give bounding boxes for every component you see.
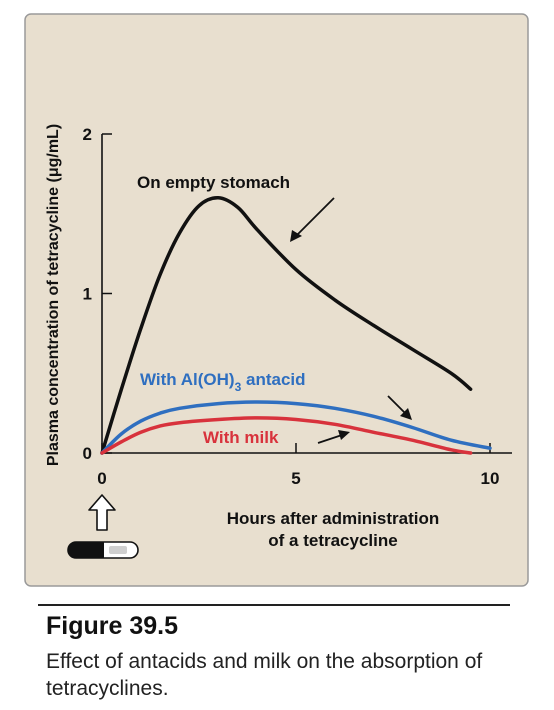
up-arrow-icon xyxy=(88,494,116,531)
figure-caption: Effect of antacids and milk on the absor… xyxy=(46,650,483,700)
antacid-label-prefix: With Al(OH) xyxy=(140,370,235,389)
arrow-milk-icon xyxy=(317,430,350,444)
annotation-empty-stomach: On empty stomach xyxy=(137,173,290,192)
antacid-label-suffix: antacid xyxy=(241,370,305,389)
capsule-icon xyxy=(67,541,139,559)
caption-divider xyxy=(38,604,510,606)
x-axis-label-line1: Hours after administration xyxy=(227,509,440,528)
series-line-milk xyxy=(100,416,473,455)
y-tick-label: 2 xyxy=(83,125,92,144)
chart-panel xyxy=(24,13,529,587)
annotation-milk: With milk xyxy=(203,428,279,447)
x-tick-label: 5 xyxy=(291,469,300,488)
y-axis-label: Plasma concentration of tetracycline (μg… xyxy=(45,124,62,466)
figure-title: Figure 39.5 xyxy=(46,612,178,640)
x-tick-label: 10 xyxy=(481,469,500,488)
series-lines xyxy=(100,196,492,455)
arrow-antacid-icon xyxy=(387,395,412,420)
y-tick-label: 0 xyxy=(83,444,92,463)
annotation-antacid: With Al(OH)3 antacid xyxy=(140,370,306,394)
chart-figure: 0 1 2 0 5 10 Plasma concentration of tetracy… xyxy=(24,13,529,587)
x-ticks: 0 5 10 xyxy=(97,443,499,488)
series-line-antacid xyxy=(100,400,492,455)
x-axis-label-line2: of a tetracycline xyxy=(268,531,397,550)
arrow-empty-stomach-icon xyxy=(290,197,335,242)
antacid-label-subscript: 3 xyxy=(235,380,242,394)
y-tick-label: 1 xyxy=(83,285,92,304)
x-tick-label: 0 xyxy=(97,469,106,488)
series-line-empty-stomach xyxy=(100,196,473,455)
